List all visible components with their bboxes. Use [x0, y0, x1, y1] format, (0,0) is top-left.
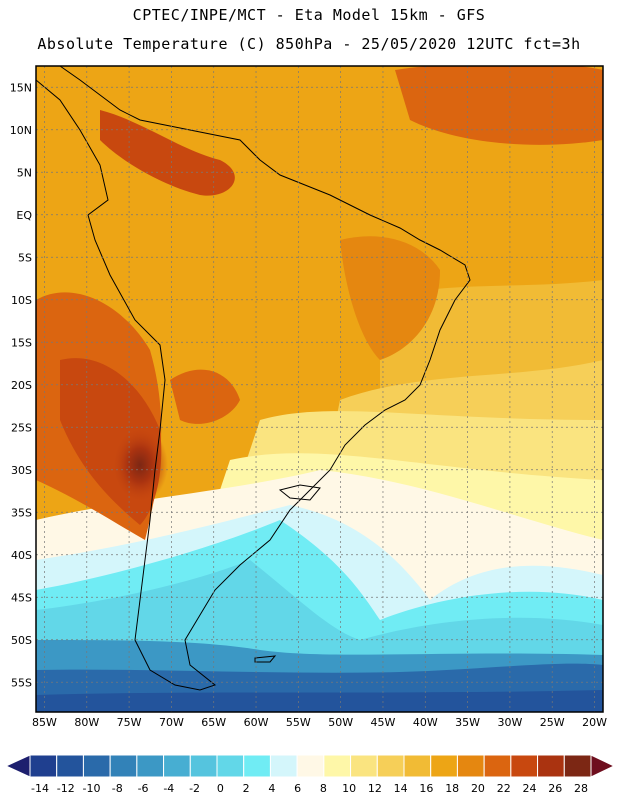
lon-label: 85W: [32, 716, 57, 729]
lat-label: 15S: [11, 336, 32, 349]
colorbar-swatch: [243, 754, 271, 778]
colorbar-label: 18: [445, 782, 459, 795]
river-plate: [278, 484, 321, 501]
map-frame: [35, 65, 604, 713]
colorbar-label: 22: [497, 782, 511, 795]
lon-label: 50W: [328, 716, 353, 729]
lat-label: 35S: [11, 506, 32, 519]
colorbar-swatch: [109, 754, 138, 778]
lat-label: 10N: [10, 124, 32, 137]
lat-label: 40S: [11, 549, 32, 562]
colorbar-label: 8: [320, 782, 327, 795]
lon-label: 80W: [74, 716, 99, 729]
lat-label: 20S: [11, 379, 32, 392]
colorbar-label: 10: [342, 782, 356, 795]
colorbar-label: 12: [368, 782, 382, 795]
colorbar-swatch: [350, 754, 378, 778]
field-ne-20: [395, 66, 603, 145]
lat-label: 45S: [11, 591, 32, 604]
colorbar-swatch: [483, 754, 512, 778]
field-plume-26: [112, 427, 168, 503]
colorbar-swatch: [430, 754, 458, 778]
lon-label: 70W: [159, 716, 184, 729]
colorbar-swatch: [269, 754, 298, 778]
colorbar-swatch: [189, 754, 218, 778]
colorbar-label: -12: [57, 782, 75, 795]
latitude-labels: 15N 10N 5N EQ 5S 10S 15S 20S 25S 30S 35S 40S 45S 50S 5…: [10, 81, 33, 689]
colorbar-label: 16: [419, 782, 433, 795]
colorbar-label: 2: [243, 782, 250, 795]
colorbar-swatch: [456, 754, 485, 778]
colorbar-label: -2: [189, 782, 200, 795]
lat-label: 30S: [11, 464, 32, 477]
colorbar-label: -6: [138, 782, 149, 795]
colorbar-swatch: [510, 754, 539, 778]
colorbar-label: 14: [394, 782, 408, 795]
field-chaco-20: [170, 369, 240, 424]
colorbar-under-arrow: [4, 754, 31, 778]
colorbar-swatch: [56, 754, 84, 778]
lat-label: 5S: [18, 251, 32, 264]
lat-label: 10S: [11, 294, 32, 307]
colorbar-label: -4: [163, 782, 174, 795]
colorbar-swatch: [163, 754, 191, 778]
longitude-labels: 85W 80W 75W 70W 65W 60W 55W 50W 45W 40W 35W 30W 25W 2…: [32, 716, 607, 729]
colorbar-swatch: [136, 754, 165, 778]
falkland-islands: [254, 655, 277, 663]
lon-label: 75W: [117, 716, 142, 729]
colorbar-label: 24: [522, 782, 536, 795]
colorbar-label: 26: [548, 782, 562, 795]
coastline: [36, 66, 471, 691]
colorbar-label: 4: [268, 782, 275, 795]
lon-label: 65W: [201, 716, 226, 729]
field-north-22: [100, 110, 235, 196]
lon-label: 45W: [371, 716, 396, 729]
colorbar-swatch: [376, 754, 405, 778]
colorbar-swatch: [323, 754, 352, 778]
coastline-path: [36, 66, 471, 691]
colorbar-label: 20: [471, 782, 485, 795]
colorbar-label: -8: [112, 782, 123, 795]
colorbar-swatch: [216, 754, 245, 778]
colorbar-swatch: [563, 754, 592, 778]
lat-label: 5N: [17, 166, 32, 179]
field-band-neg12: [36, 690, 603, 712]
temperature-field: [36, 66, 603, 712]
colorbar-label: -14: [31, 782, 49, 795]
lon-label: 60W: [244, 716, 269, 729]
colorbar-labels: -14 -12 -10 -8 -6 -4 -2 0 2 4 6 8 10 12 14 16 18 20 22 24 26…: [31, 782, 588, 795]
colorbar: [4, 754, 616, 778]
colorbar-swatch: [296, 754, 325, 778]
lon-label: 40W: [413, 716, 438, 729]
colorbar-label: 0: [217, 782, 224, 795]
lat-label: 50S: [11, 634, 32, 647]
colorbar-swatch: [403, 754, 432, 778]
lat-label: 15N: [10, 81, 32, 94]
colorbar-over-arrow: [590, 754, 616, 778]
field-brazil-18: [340, 236, 440, 360]
lon-label: 25W: [540, 716, 565, 729]
colorbar-swatch: [82, 754, 111, 778]
lat-label: EQ: [16, 209, 32, 222]
title-line-1: CPTEC/INPE/MCT - Eta Model 15km - GFS: [132, 6, 486, 24]
colorbar-swatch: [29, 754, 58, 778]
lon-label: 35W: [455, 716, 480, 729]
lat-label: 55S: [11, 676, 32, 689]
title-line-2: Absolute Temperature (C) 850hPa - 25/05/…: [37, 35, 581, 53]
colorbar-label: 28: [574, 782, 588, 795]
lon-label: 55W: [286, 716, 311, 729]
lon-label: 30W: [497, 716, 522, 729]
colorbar-swatch: [537, 754, 565, 778]
lon-label: 20W: [582, 716, 607, 729]
colorbar-label: -10: [83, 782, 101, 795]
lat-label: 25S: [11, 421, 32, 434]
colorbar-label: 6: [294, 782, 301, 795]
